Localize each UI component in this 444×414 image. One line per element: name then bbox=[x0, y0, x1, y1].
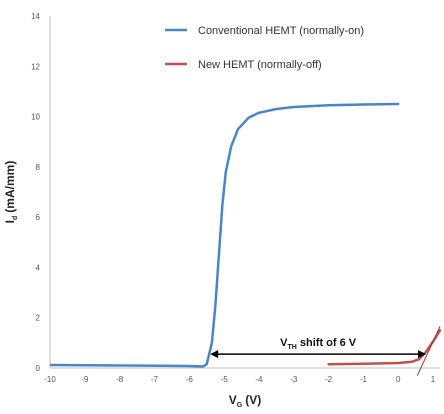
x-axis-title-unit: (V) bbox=[245, 393, 261, 407]
legend-label-new: New HEMT (normally-off) bbox=[198, 59, 322, 71]
threshold-extrapolation-line bbox=[416, 326, 441, 376]
vth-shift-arrowhead-right bbox=[418, 350, 427, 359]
y-tick-label: 8 bbox=[36, 163, 41, 172]
series-layer bbox=[50, 102, 442, 376]
x-tick-label: -8 bbox=[116, 375, 124, 384]
y-tick-label: 14 bbox=[31, 12, 40, 21]
x-tick-labels: -10 -9 -8 -7 -6 -5 -4 -3 -2 -1 0 1 bbox=[44, 375, 436, 384]
x-tick-label: -9 bbox=[81, 375, 89, 384]
y-tick-label: 10 bbox=[31, 113, 40, 122]
x-tick-label: 0 bbox=[396, 375, 401, 384]
y-tick-label: 4 bbox=[36, 263, 41, 272]
vth-shift-label-rest: shift of 6 V bbox=[297, 337, 357, 349]
vth-shift-label-sub: TH bbox=[287, 344, 296, 351]
series-line-conventional bbox=[50, 102, 400, 368]
x-tick-label: -1 bbox=[360, 375, 368, 384]
x-tick-label: -10 bbox=[44, 375, 56, 384]
vth-shift-arrowhead-left bbox=[210, 350, 219, 359]
x-axis-title: VG (V) bbox=[229, 393, 261, 409]
x-tick-label: -4 bbox=[255, 375, 263, 384]
x-tick-label: -7 bbox=[151, 375, 159, 384]
legend-label-conventional: Conventional HEMT (normally-on) bbox=[198, 25, 364, 37]
x-tick-label: -5 bbox=[221, 375, 229, 384]
vth-shift-label: VTH shift of 6 V bbox=[280, 337, 357, 351]
vth-shift-annotation: VTH shift of 6 V bbox=[210, 337, 427, 359]
y-tick-label: 12 bbox=[31, 62, 40, 71]
x-tick-label: 1 bbox=[431, 375, 436, 384]
y-tick-label: 6 bbox=[36, 213, 41, 222]
x-axis-title-main: V bbox=[229, 393, 237, 407]
y-tick-label: 2 bbox=[36, 314, 41, 323]
axes bbox=[49, 16, 440, 369]
y-axis-title: Id (mA/mm) bbox=[3, 161, 19, 224]
y-axis-title-sub: d bbox=[12, 216, 19, 220]
x-tick-label: -3 bbox=[290, 375, 298, 384]
y-tick-labels: 0 2 4 6 8 10 12 14 bbox=[31, 12, 40, 373]
x-tick-label: -2 bbox=[325, 375, 333, 384]
x-tick-label: -6 bbox=[186, 375, 194, 384]
legend: Conventional HEMT (normally-on) New HEMT… bbox=[165, 25, 364, 71]
x-axis-title-sub: G bbox=[237, 402, 243, 409]
y-axis-title-main: I bbox=[3, 220, 17, 223]
y-tick-label: 0 bbox=[36, 364, 41, 373]
y-axis-title-unit: (mA/mm) bbox=[3, 161, 17, 213]
vth-shift-label-v: V bbox=[280, 337, 288, 349]
